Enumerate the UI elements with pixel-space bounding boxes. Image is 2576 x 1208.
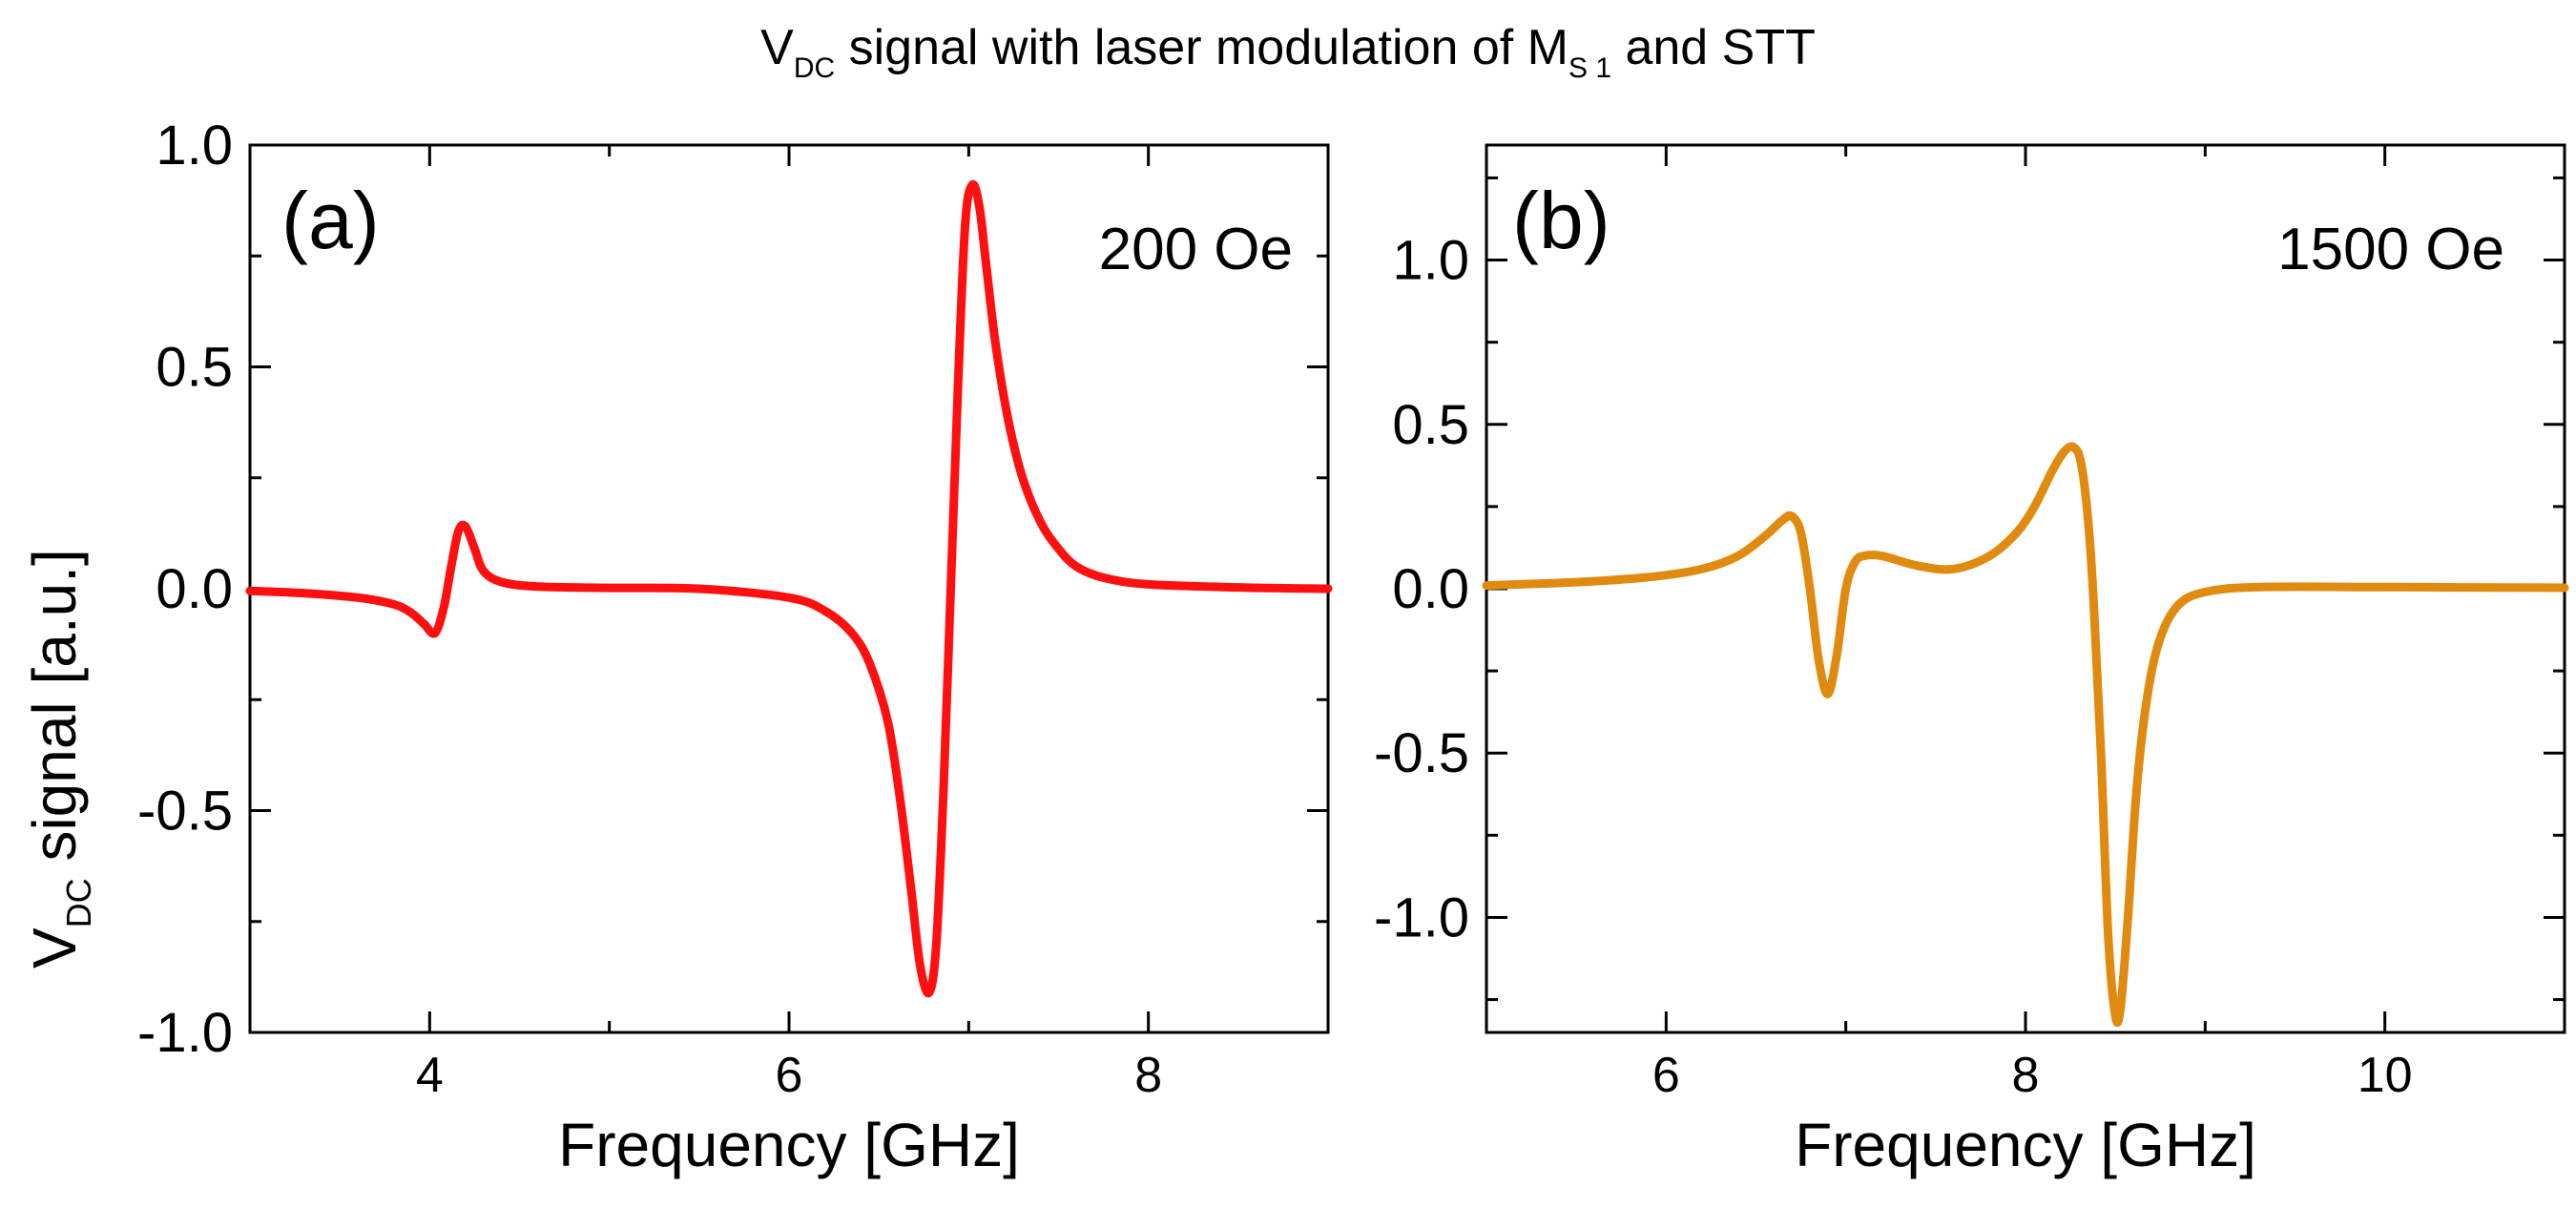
series-line [245, 179, 1333, 998]
panel-a: 4 6 8 -1.0 -0.5 0.0 0.5 1.0 Frequency [GHz] (a) 20… [137, 115, 1333, 1179]
y-tick-label: -0.5 [1374, 722, 1469, 784]
y-tick-label: -1.0 [137, 1002, 233, 1064]
x-tick-label: 4 [416, 1048, 444, 1103]
y-tick-label: 0.5 [1392, 394, 1469, 456]
x-tick-label: 10 [2358, 1048, 2413, 1103]
y-tick-label: -1.0 [1374, 886, 1469, 948]
panel-label: (a) [281, 176, 380, 265]
x-axis-label: Frequency [GHz] [558, 1111, 1020, 1179]
x-tick-label: 8 [1134, 1048, 1162, 1103]
x-tick-label: 6 [776, 1048, 803, 1103]
y-tick-label: 1.0 [1392, 230, 1469, 292]
figure-title-sub1: DC [793, 52, 836, 84]
x-tick-label: 8 [2012, 1048, 2040, 1103]
y-tick-label: 0.5 [156, 337, 233, 399]
y-tick-label: -0.5 [137, 781, 233, 843]
x-tick-label: 6 [1652, 1048, 1680, 1103]
panel-label: (b) [1512, 176, 1610, 265]
figure-title: VDC signal with laser modulation of MS 1… [0, 19, 2576, 85]
field-annotation: 1500 Oe [2277, 217, 2504, 282]
series-line [1482, 442, 2569, 1028]
field-annotation: 200 Oe [1099, 217, 1293, 282]
y-tick-label: 1.0 [156, 115, 233, 177]
figure-title-main: V [760, 20, 794, 75]
figure-title-sub2: S 1 [1568, 52, 1611, 84]
x-axis-label: Frequency [GHz] [1795, 1111, 2256, 1179]
figure-title-mid: signal with laser modulation of M [835, 20, 1568, 75]
y-tick-label: 0.0 [1392, 558, 1469, 620]
panel-b: 6 8 10 -1.0 -0.5 0.0 0.5 1.0 Frequency [GHz] (b) 1… [1374, 143, 2569, 1179]
figure-title-end: and STT [1611, 20, 1816, 75]
y-tick-label: 0.0 [156, 558, 233, 620]
